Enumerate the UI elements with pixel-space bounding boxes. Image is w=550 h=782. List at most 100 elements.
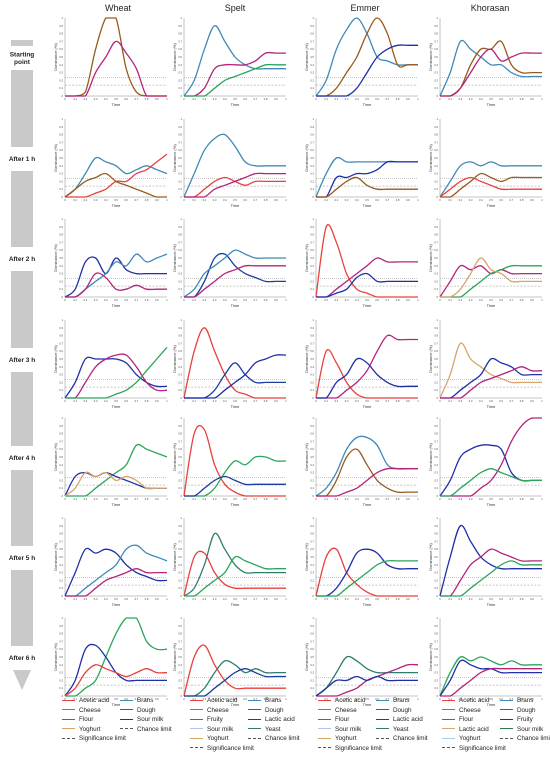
x-tick-label: 0.6 [124, 399, 128, 403]
series-line-yoghurt [64, 471, 167, 497]
y-tick-label: 0.4 [178, 63, 182, 67]
legend-swatch [62, 699, 75, 701]
x-tick-label: 0.2 [335, 298, 339, 302]
y-tick-label: 0.7 [310, 39, 314, 43]
panel-emmer-after-5-h: 00.10.20.30.40.50.60.70.80.910 0.1 0.2 0.3 0… [304, 516, 419, 607]
series-line-flour [316, 176, 418, 198]
legend-item: Brans [248, 697, 281, 704]
legend-label: Dough [137, 706, 156, 714]
y-tick-label: 0.2 [434, 380, 438, 384]
legend-item: Chance limit [376, 735, 428, 742]
y-tick-label: 0.2 [310, 678, 314, 682]
series-line-cheese [315, 559, 418, 597]
x-axis-label: Time [112, 502, 122, 507]
x-tick-label: 0.2 [203, 497, 207, 501]
x-tick-label: 0.3 [469, 697, 473, 701]
y-tick-label: 0.1 [434, 586, 438, 590]
legend-swatch [318, 699, 331, 701]
y-tick-label: 0.1 [178, 486, 182, 490]
y-axis-label: Dominance (%) [172, 643, 177, 671]
x-tick-label: 0 [64, 298, 66, 302]
y-tick-label: 0.7 [178, 539, 182, 543]
x-tick-label: 0 [439, 697, 441, 701]
x-tick-label: 0.9 [530, 198, 534, 202]
legend-label: Brans [393, 697, 410, 704]
y-tick-label: 0.1 [310, 287, 314, 291]
y-tick-label: 0.1 [310, 187, 314, 191]
y-tick-label: 0.8 [310, 32, 314, 36]
legend-label: Dough [393, 706, 412, 714]
legend-item: Cheese [318, 707, 357, 714]
x-tick-label: 0.4 [104, 697, 108, 701]
row-label-box [0, 247, 45, 271]
x-tick-label: 0.9 [530, 298, 534, 302]
y-tick-label: 0.6 [310, 248, 314, 252]
x-tick-label: 0.6 [124, 97, 128, 101]
y-tick-label: 0.2 [434, 678, 438, 682]
y-tick-label: 0.4 [434, 264, 438, 268]
y-tick-label: 0.8 [178, 632, 182, 636]
y-tick-label: 0.9 [434, 125, 438, 129]
x-tick-label: 0 [183, 97, 185, 101]
series-line-lactic-acid [184, 475, 286, 497]
legend-label: Acetic acid [79, 697, 110, 704]
y-tick-label: 0.2 [59, 678, 63, 682]
y-tick-label: 0.7 [434, 240, 438, 244]
y-tick-label: 0.6 [434, 248, 438, 252]
y-tick-label: 0.9 [434, 24, 438, 28]
y-tick-label: 0.7 [434, 140, 438, 144]
panel-wheat-after-2-h: 00.10.20.30.40.50.60.70.80.910 0.1 0.2 0.3 0… [53, 217, 168, 308]
panel-emmer-after-4-h: 00.10.20.30.40.50.60.70.80.910 0.1 0.2 0.3 0… [304, 416, 419, 507]
legend-label: Acetic acid [207, 697, 238, 704]
y-axis-label: Dominance (%) [172, 345, 177, 373]
y-tick-label: 0.3 [434, 373, 438, 377]
y-tick-label: 1 [181, 416, 183, 420]
y-tick-label: 0.1 [178, 586, 182, 590]
x-tick-label: 0 [315, 497, 317, 501]
series-line-dough [440, 366, 543, 399]
y-tick-label: 1 [181, 318, 183, 322]
y-tick-label: 0.9 [310, 424, 314, 428]
y-tick-label: 0.5 [59, 357, 63, 361]
series-line-dough [440, 417, 542, 497]
x-tick-label: 0.1 [324, 399, 328, 403]
x-tick-label: 0.2 [335, 597, 339, 601]
y-tick-label: 0.1 [310, 86, 314, 90]
y-tick-label: 0.9 [59, 125, 63, 129]
y-tick-label: 0.4 [59, 63, 63, 67]
legend-swatch [318, 709, 331, 711]
x-tick-label: 0 [183, 198, 185, 202]
y-tick-label: 1 [437, 416, 439, 420]
x-tick-label: 0.6 [375, 597, 379, 601]
x-tick-label: 0.4 [104, 399, 108, 403]
legend-swatch [62, 709, 75, 711]
x-tick-label: 0.5 [233, 298, 237, 302]
y-tick-label: 0 [62, 396, 64, 400]
x-tick-label: 1 [417, 97, 419, 101]
x-tick-label: 0.7 [135, 198, 139, 202]
legend-item: Fruity [190, 716, 223, 723]
x-tick-label: 0.5 [114, 697, 118, 701]
y-tick-label: 0.6 [310, 647, 314, 651]
x-tick-label: 0.7 [135, 597, 139, 601]
y-tick-label: 1 [437, 616, 439, 620]
x-tick-label: 0.9 [155, 97, 159, 101]
series-line-cheese [183, 63, 286, 97]
y-tick-label: 0.4 [178, 264, 182, 268]
y-tick-label: 0 [181, 94, 183, 98]
x-tick-label: 0.2 [84, 597, 88, 601]
legend-swatch [500, 728, 513, 730]
legend-item: Yeast [248, 726, 281, 733]
y-tick-label: 0.3 [434, 471, 438, 475]
row-label-after-1-h: After 1 h [9, 156, 35, 163]
x-tick-label: 0.5 [489, 497, 493, 501]
x-axis-label: Time [231, 303, 241, 308]
legend-item: Cheese [62, 707, 101, 714]
y-tick-label: 1 [437, 217, 439, 221]
x-tick-label: 0.2 [84, 198, 88, 202]
y-tick-label: 0.4 [178, 563, 182, 567]
series-line-brans [439, 39, 542, 97]
series-line-dough [316, 467, 418, 497]
y-tick-label: 0.9 [434, 624, 438, 628]
x-tick-label: 0.8 [520, 399, 524, 403]
